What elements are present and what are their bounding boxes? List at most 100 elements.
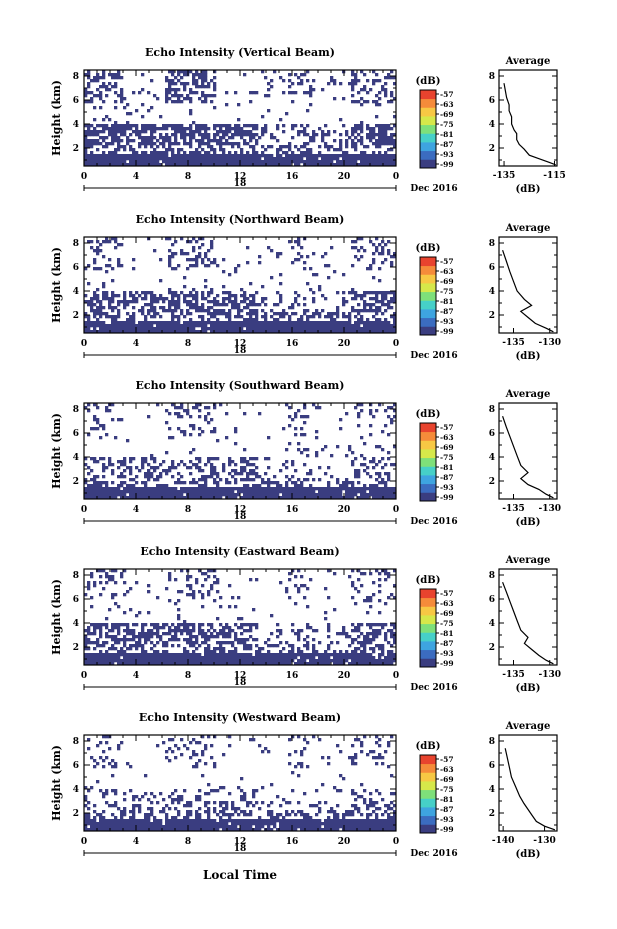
echo-cell (252, 160, 256, 164)
echo-cell (177, 617, 181, 621)
echo-cell (198, 309, 202, 313)
echo-cell (324, 493, 328, 497)
echo-cell (207, 457, 211, 461)
echo-cell (282, 91, 286, 95)
echo-cell (195, 300, 199, 304)
echo-cell (351, 463, 355, 467)
echo-cell (153, 469, 157, 473)
echo-cell (279, 487, 283, 491)
echo-cell (333, 572, 337, 576)
echo-cell (387, 249, 391, 253)
echo-cell (213, 88, 217, 92)
echo-cell (378, 291, 382, 295)
echo-cell (309, 484, 313, 488)
echo-cell (252, 91, 256, 95)
echo-cell (177, 70, 181, 74)
echo-cell (162, 324, 166, 328)
echo-cell (330, 321, 334, 325)
echo-cell (288, 424, 292, 428)
echo-cell (261, 160, 265, 164)
echo-cell (171, 403, 175, 407)
echo-cell (96, 148, 100, 152)
echo-cell (225, 297, 229, 301)
echo-cell (333, 321, 337, 325)
echo-cell (306, 741, 310, 745)
echo-cell (183, 127, 187, 131)
echo-cell (387, 662, 391, 666)
echo-cell (147, 490, 151, 494)
echo-cell (261, 656, 265, 660)
echo-cell (189, 291, 193, 295)
echo-cell (186, 154, 190, 158)
echo-cell (207, 294, 211, 298)
echo-cell (354, 662, 358, 666)
echo-cell (189, 133, 193, 137)
echo-cell (240, 656, 244, 660)
echo-cell (357, 318, 361, 322)
echo-cell (279, 650, 283, 654)
echo-cell (84, 638, 88, 642)
echo-cell (270, 656, 274, 660)
echo-cell (303, 297, 307, 301)
echo-cell (183, 70, 187, 74)
echo-cell (210, 659, 214, 663)
echo-cell (162, 136, 166, 140)
echo-cell (141, 662, 145, 666)
echo-cell (213, 94, 217, 98)
echo-cell (84, 496, 88, 500)
echo-cell (189, 154, 193, 158)
echo-cell (393, 82, 397, 86)
echo-cell (255, 160, 259, 164)
echo-cell (357, 403, 361, 407)
echo-cell (306, 415, 310, 419)
echo-cell (342, 632, 346, 636)
echo-cell (354, 472, 358, 476)
echo-cell (291, 261, 295, 265)
echo-cell (150, 629, 154, 633)
echo-cell (252, 318, 256, 322)
echo-cell (375, 321, 379, 325)
echo-cell (96, 762, 100, 766)
echo-cell (336, 321, 340, 325)
echo-cell (177, 478, 181, 482)
echo-cell (174, 659, 178, 663)
echo-cell (366, 321, 370, 325)
echo-cell (234, 321, 238, 325)
x-tick-label: 16 (286, 505, 299, 515)
echo-cell (165, 623, 169, 627)
echo-cell (198, 97, 202, 101)
echo-cell (309, 327, 313, 331)
echo-cell (264, 481, 268, 485)
echo-cell (297, 569, 301, 573)
echo-cell (237, 157, 241, 161)
echo-cell (234, 662, 238, 666)
echo-cell (171, 321, 175, 325)
echo-cell (108, 578, 112, 582)
echo-cell (312, 130, 316, 134)
echo-cell (135, 647, 139, 651)
average-x-label: (dB) (516, 683, 541, 694)
echo-cell (174, 160, 178, 164)
echo-cell (375, 409, 379, 413)
echo-cell (132, 644, 136, 648)
echo-cell (270, 321, 274, 325)
echo-cell (231, 306, 235, 310)
echo-cell (297, 324, 301, 328)
echo-cell (108, 647, 112, 651)
echo-cell (363, 572, 367, 576)
echo-cell (132, 457, 136, 461)
echo-cell (180, 154, 184, 158)
echo-cell (357, 163, 361, 167)
echo-cell (246, 303, 250, 307)
echo-cell (195, 139, 199, 143)
echo-cell (153, 626, 157, 630)
echo-cell (345, 659, 349, 663)
echo-cell (351, 154, 355, 158)
echo-cell (123, 493, 127, 497)
echo-cell (84, 294, 88, 298)
echo-cell (117, 148, 121, 152)
colorbar-tick-label: -75 (440, 619, 454, 628)
echo-cell (111, 647, 115, 651)
echo-cell (228, 481, 232, 485)
echo-cell (111, 294, 115, 298)
